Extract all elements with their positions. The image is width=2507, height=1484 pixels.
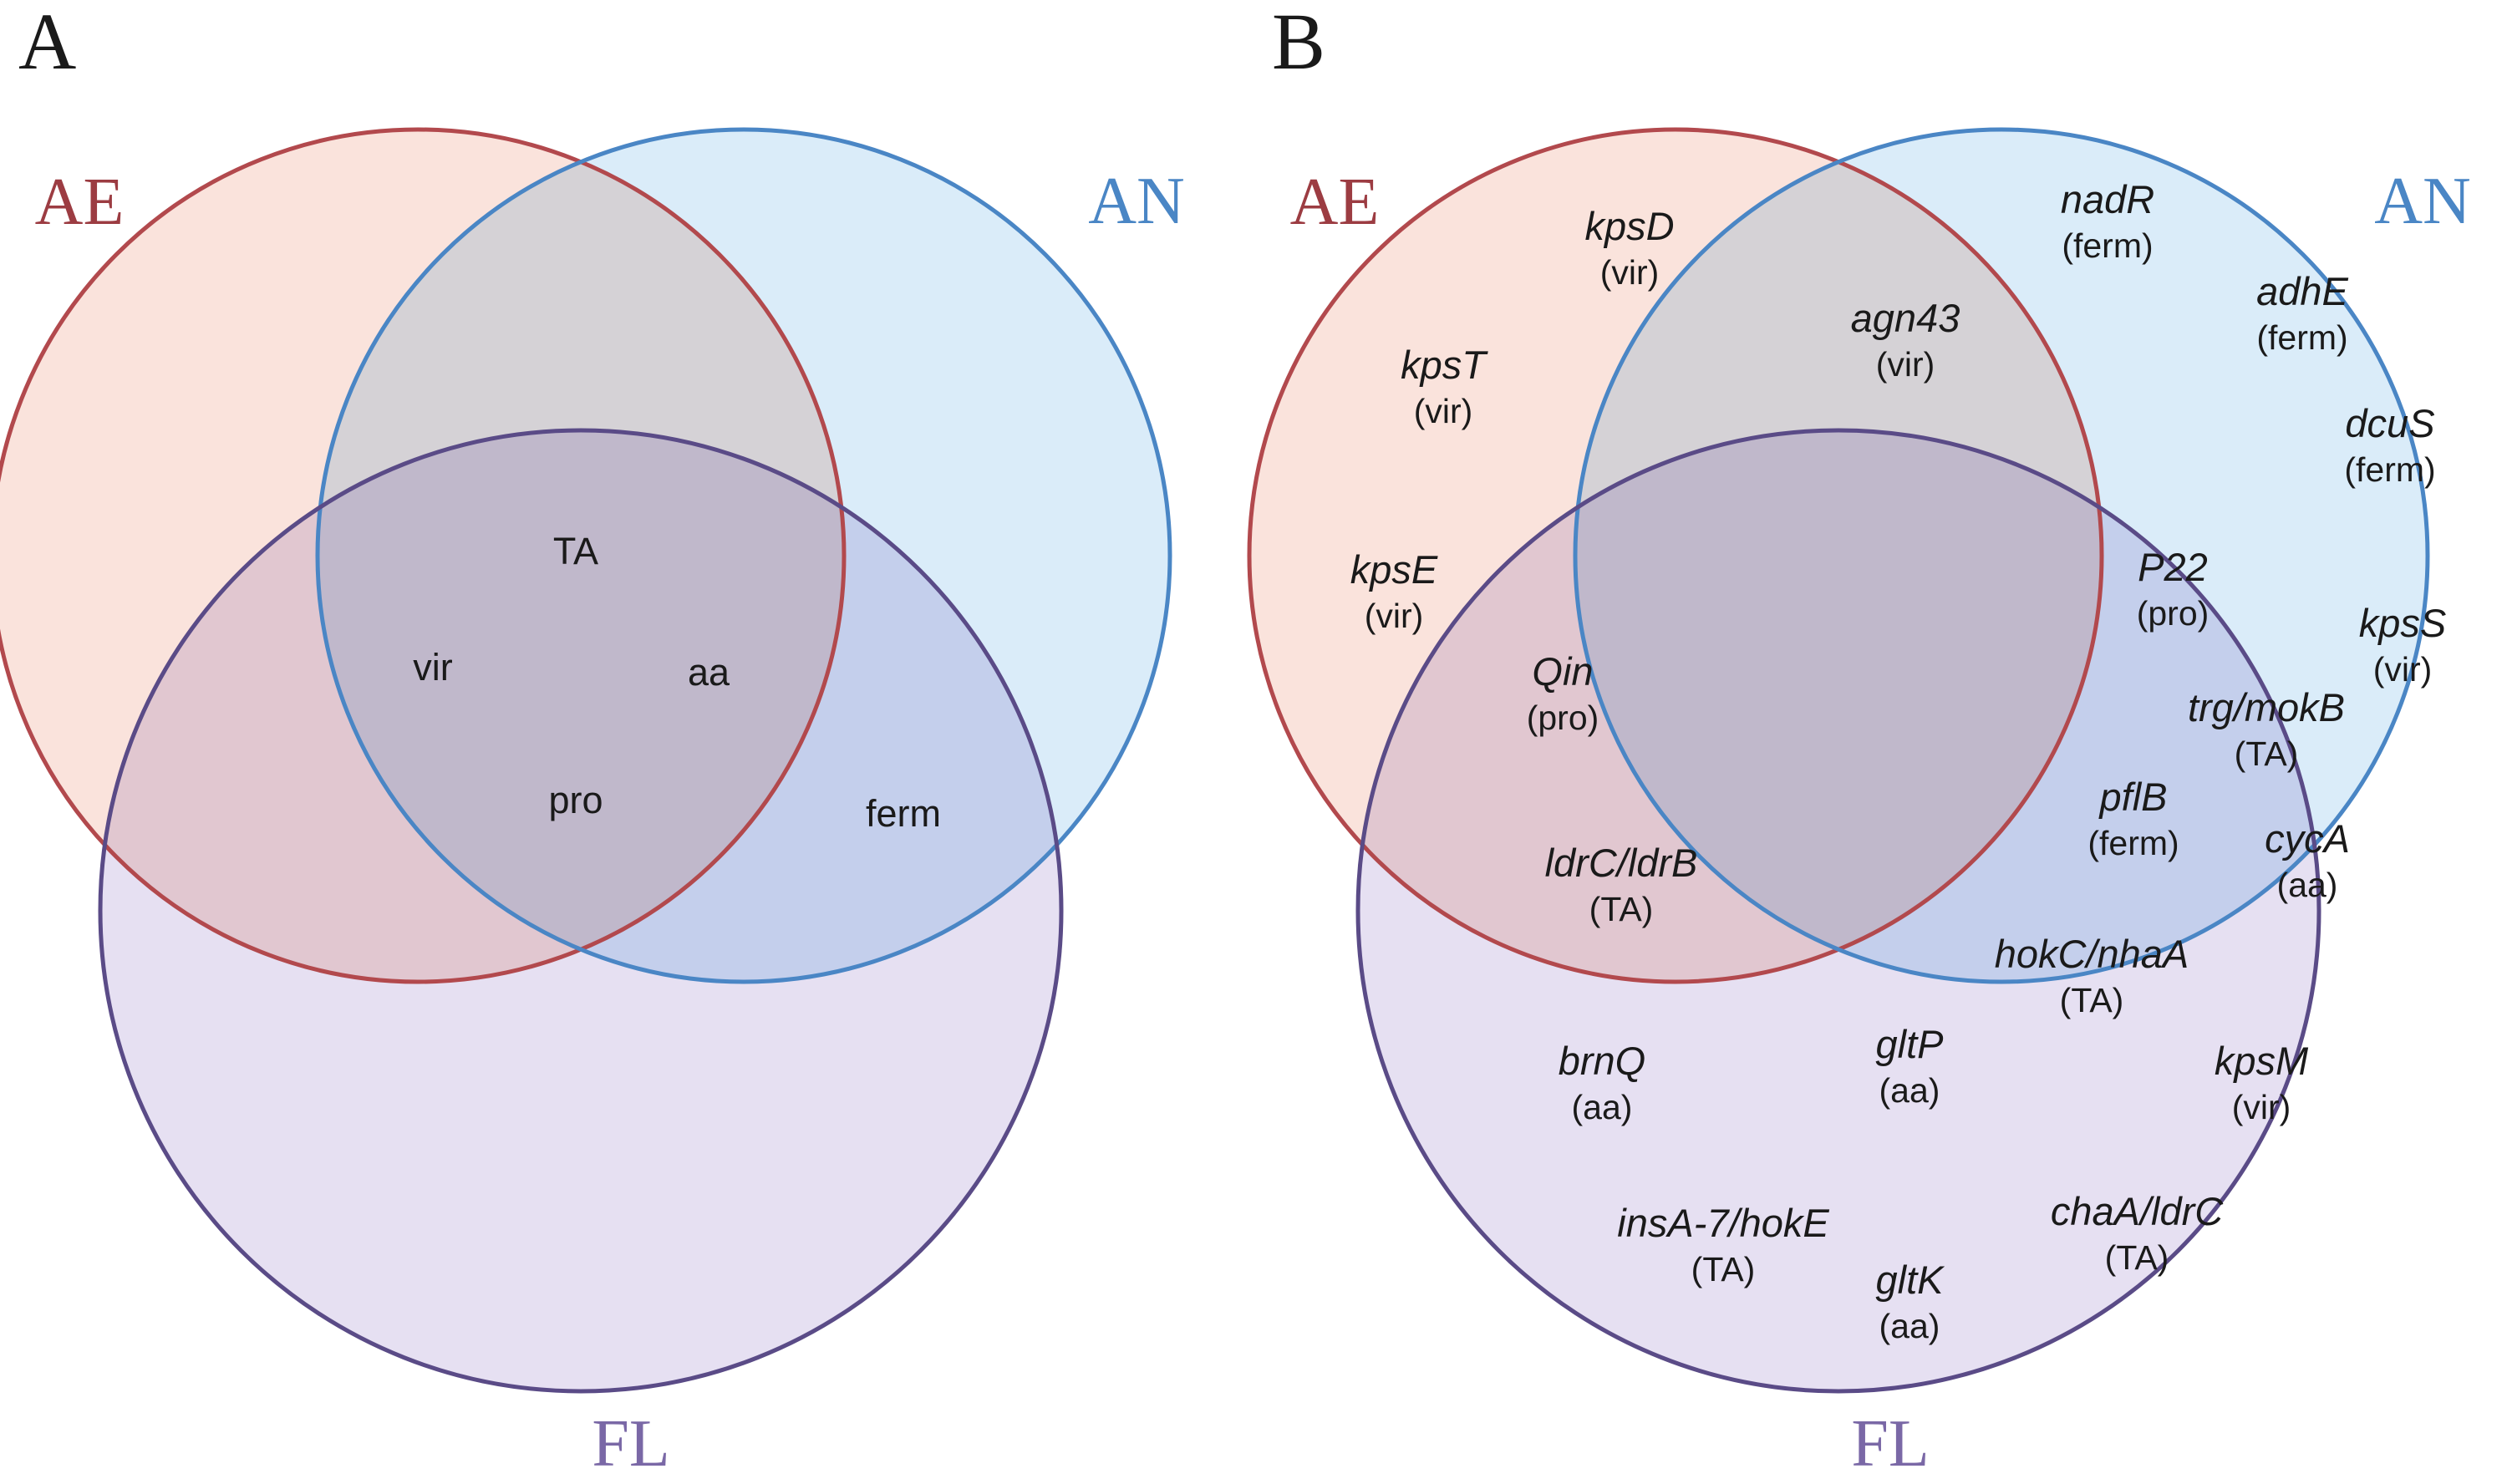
panel-b-ae-circle-outline <box>1247 127 2104 984</box>
panel-a-fl-circle-fill <box>100 430 1061 1391</box>
gene-label-qin: Qin (pro) <box>1527 648 1599 739</box>
panel-b-outlines <box>1247 127 2430 1394</box>
panel-b-an-circle-outline <box>1573 127 2430 984</box>
gene-name: insA-7/hokE <box>1617 1201 1829 1245</box>
gene-name: nadR <box>2060 177 2155 221</box>
gene-label-ldrc-ldrb: ldrC/ldrB (TA) <box>1545 839 1698 931</box>
panel-b-set-label-ae: AE <box>1289 165 1380 239</box>
gene-name: kpsT <box>1401 343 1486 387</box>
gene-category: (TA) <box>2104 1238 2169 1277</box>
gene-name: agn43 <box>1850 296 1960 340</box>
gene-label-gltk: gltK (aa) <box>1876 1256 1944 1348</box>
gene-name: cycA <box>2265 816 2350 861</box>
gene-category: (vir) <box>2372 650 2433 689</box>
panel-b-set-label-fl: FL <box>1851 1407 1930 1481</box>
panel-a-letter: A <box>18 0 77 86</box>
gene-label-p22: P22 (pro) <box>2137 543 2210 635</box>
gene-label-dcus: dcuS (ferm) <box>2344 399 2435 491</box>
panel-a-set-label-an: AN <box>1088 165 1185 238</box>
gene-category: (pro) <box>1526 699 1599 737</box>
gene-name: pflB <box>2099 775 2168 819</box>
panel-a-region-ferm: ferm <box>866 792 941 835</box>
gene-name: Qin <box>1532 649 1594 694</box>
gene-category: (TA) <box>2234 734 2299 773</box>
gene-label-brnq: brnQ (aa) <box>1559 1037 1646 1129</box>
gene-category: (pro) <box>2136 594 2210 633</box>
gene-category: (vir) <box>1413 392 1473 430</box>
gene-name: kpsS <box>2358 601 2447 645</box>
gene-category: (vir) <box>2231 1088 2291 1126</box>
gene-category: (TA) <box>1691 1250 1756 1288</box>
gene-name: brnQ <box>1558 1039 1646 1083</box>
gene-category: (vir) <box>1364 597 1424 635</box>
gene-name: chaA/ldrC <box>2050 1189 2224 1233</box>
gene-category: (ferm) <box>2087 824 2179 862</box>
gene-category: (aa) <box>1879 1307 1940 1345</box>
gene-label-kpsd: kpsD (vir) <box>1584 202 1674 294</box>
gene-label-insa-7-hoke: insA-7/hokE (TA) <box>1617 1199 1828 1291</box>
gene-category: (aa) <box>1879 1071 1940 1110</box>
gene-label-chaa-ldrc: chaA/ldrC (TA) <box>2051 1187 2223 1279</box>
gene-category: (ferm) <box>2344 450 2436 489</box>
panel-b-letter: B <box>1272 0 1326 86</box>
gene-category: (TA) <box>1589 890 1654 928</box>
gene-label-pflb: pflB (ferm) <box>2087 773 2179 865</box>
panel-a-ae-circle-outline <box>0 127 847 984</box>
gene-label-hokc-nhaa: hokC/nhaA (TA) <box>1995 930 2189 1022</box>
gene-name: trg/mokB <box>2187 685 2346 729</box>
gene-category: (aa) <box>1571 1088 1633 1126</box>
gene-label-cyca: cycA (aa) <box>2265 815 2350 907</box>
gene-name: P22 <box>2138 545 2208 589</box>
gene-label-nadr: nadR (ferm) <box>2061 175 2154 267</box>
gene-label-kpse: kpsE (vir) <box>1350 546 1438 638</box>
panel-b-fills <box>1249 130 2428 1391</box>
gene-name: ldrC/ldrB <box>1544 841 1698 885</box>
gene-label-kpss: kpsS (vir) <box>2359 599 2447 691</box>
gene-label-gltp: gltP (aa) <box>1876 1020 1944 1112</box>
panel-b-set-label-an: AN <box>2374 165 2471 238</box>
panel-a-set-label-fl: FL <box>592 1407 670 1481</box>
gene-category: (vir) <box>1599 253 1660 292</box>
panel-a-region-vir: vir <box>413 646 453 689</box>
panel-a-region-ta: TA <box>552 530 599 572</box>
gene-label-kpsm: kpsM (vir) <box>2215 1037 2308 1129</box>
gene-name: kpsD <box>1584 204 1675 248</box>
gene-name: gltK <box>1875 1258 1944 1302</box>
gene-name: gltP <box>1875 1022 1944 1066</box>
gene-name: kpsM <box>2214 1039 2309 1083</box>
gene-label-adhe: adhE (ferm) <box>2256 267 2348 359</box>
gene-category: (aa) <box>2276 866 2338 904</box>
gene-label-agn43: agn43 (vir) <box>1851 294 1960 386</box>
gene-label-kpst: kpsT (vir) <box>1401 341 1486 433</box>
gene-label-trg-mokb: trg/mokB (TA) <box>2188 684 2345 775</box>
panel-a-set-label-ae: AE <box>34 165 125 239</box>
gene-name: adhE <box>2256 269 2348 313</box>
panel-a-region-pro: pro <box>548 779 603 821</box>
gene-name: dcuS <box>2345 401 2435 445</box>
gene-category: (ferm) <box>2256 318 2348 357</box>
panel-a-outlines <box>0 127 1172 1394</box>
panel-b-fl-circle-fill <box>1358 430 2319 1391</box>
panel-a-fl-circle-outline <box>98 428 1064 1394</box>
panel-a-an-circle-outline <box>315 127 1172 984</box>
gene-name: hokC/nhaA <box>1994 932 2189 976</box>
panel-a-fills <box>0 130 1170 1391</box>
gene-category: (ferm) <box>2062 226 2154 265</box>
gene-category: (TA) <box>2059 981 2124 1019</box>
gene-category: (vir) <box>1875 345 1935 384</box>
panel-a-region-aa: aa <box>687 651 730 694</box>
gene-name: kpsE <box>1350 547 1438 592</box>
panel-b-fl-circle-outline <box>1355 428 2321 1394</box>
